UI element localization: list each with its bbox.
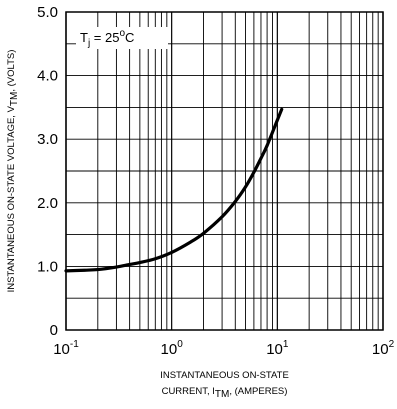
- x-tick-label-base: 10: [266, 341, 283, 358]
- y-axis-label-tail: , (VOLTS): [6, 50, 17, 92]
- x-axis-label-line2: CURRENT, ITM, (AMPERES): [162, 386, 288, 400]
- annotation-background: [76, 27, 168, 49]
- annotation-text: Tj = 25oC: [80, 28, 134, 49]
- series-line: [64, 107, 284, 273]
- grid: [65, 11, 384, 331]
- y-tick-label: 2.0: [37, 195, 58, 212]
- x-tick-label-base: 10: [372, 341, 389, 358]
- y-axis-label-main: INSTANTANEOUS ON-STATE VOLTAGE, V: [6, 105, 17, 292]
- x-axis-label-tail: , (AMPERES): [229, 386, 287, 397]
- x-tick-label: 100: [161, 339, 184, 358]
- series-layer: [64, 107, 284, 273]
- y-tick-label: 4.0: [37, 68, 58, 85]
- x-tick-label-exponent: 1: [283, 339, 289, 350]
- x-tick-label-base: 10: [161, 341, 178, 358]
- plot-frame: [65, 11, 384, 331]
- annotation-sub: j: [87, 38, 90, 49]
- x-tick-label: 10-1: [53, 339, 79, 358]
- y-tick-label: 3.0: [37, 131, 58, 148]
- x-axis-label-sub: TM: [215, 389, 229, 400]
- y-tick-label: 0: [50, 322, 58, 339]
- x-axis-label-main: CURRENT, I: [162, 386, 215, 397]
- annotation-mid: = 25: [90, 30, 119, 45]
- x-tick-label: 102: [372, 339, 395, 358]
- y-axis-label-sub: TM: [9, 92, 20, 106]
- annotation-tail: C: [125, 30, 134, 45]
- y-tick-label: 1.0: [37, 258, 58, 275]
- tick-labels: 01.02.03.04.05.010-1 100 101 102: [37, 4, 394, 358]
- x-tick-label: 101: [266, 339, 289, 358]
- y-tick-label: 5.0: [37, 4, 58, 21]
- annotation-sup: o: [119, 28, 125, 39]
- x-tick-label-base: 10: [53, 341, 70, 358]
- y-axis-label: INSTANTANEOUS ON-STATE VOLTAGE, VTM, (VO…: [6, 50, 20, 293]
- temperature-annotation: Tj = 25oC: [76, 27, 168, 49]
- annotation-prefix: T: [80, 30, 88, 45]
- x-tick-label-exponent: -1: [70, 339, 79, 350]
- x-tick-label-exponent: 0: [177, 339, 183, 350]
- x-tick-label-exponent: 2: [389, 339, 395, 350]
- x-axis-label-line1: INSTANTANEOUS ON-STATE: [160, 370, 289, 381]
